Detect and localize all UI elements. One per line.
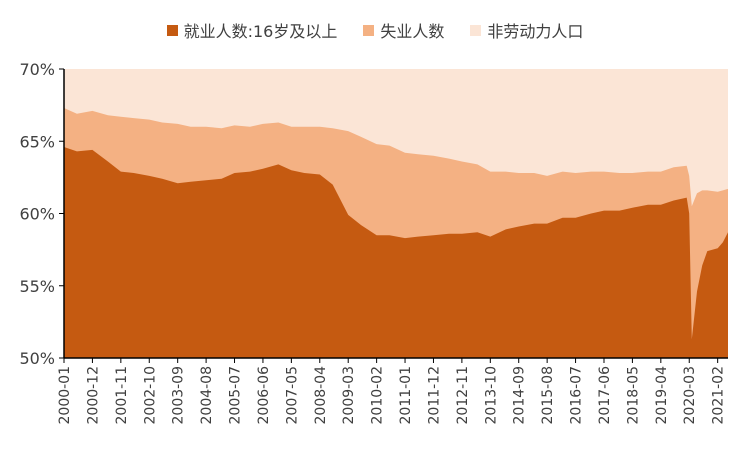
x-tick-label: 2003-09	[171, 366, 187, 425]
legend-swatch-unemployed	[363, 24, 375, 36]
x-tick-label: 2013-10	[483, 366, 499, 425]
x-tick-label: 2005-07	[228, 366, 244, 425]
x-tick-label: 2020-03	[682, 366, 698, 425]
y-tick-label: 60%	[19, 205, 55, 224]
x-tick-label: 2002-10	[142, 366, 158, 425]
x-tick-label: 2019-04	[654, 366, 670, 425]
x-tick-label: 2006-06	[256, 366, 272, 425]
legend-swatch-employed	[166, 24, 178, 36]
y-tick-label: 50%	[19, 349, 55, 368]
y-tick-label: 55%	[19, 277, 55, 296]
x-tick-label: 2008-04	[313, 366, 329, 425]
legend-swatch-not-in-labor-force	[470, 24, 482, 36]
x-tick-label: 2018-05	[625, 366, 641, 425]
legend-label-employed: 就业人数:16岁及以上	[183, 22, 338, 41]
x-tick-label: 2007-05	[284, 366, 300, 425]
legend-item-not-in-labor-force: 非劳动力人口	[470, 18, 583, 42]
y-tick-label: 70%	[19, 60, 55, 79]
x-tick-label: 2001-11	[114, 366, 130, 425]
x-tick-label: 2004-08	[199, 366, 215, 425]
x-tick-label: 2015-08	[540, 366, 556, 425]
area-employed	[64, 147, 728, 358]
x-tick-label: 2011-12	[427, 366, 443, 425]
x-tick-label: 2014-09	[512, 366, 528, 425]
legend-label-unemployed: 失业人数	[380, 22, 445, 41]
x-tick-label: 2000-12	[85, 366, 101, 425]
x-tick-label: 2010-02	[370, 366, 386, 425]
legend: 就业人数:16岁及以上 失业人数 非劳动力人口	[0, 18, 750, 42]
x-tick-label: 2012-11	[455, 366, 471, 425]
legend-item-employed: 就业人数:16岁及以上	[166, 18, 338, 42]
y-tick-label: 65%	[19, 132, 55, 151]
x-tick-label: 2009-03	[341, 366, 357, 425]
legend-item-unemployed: 失业人数	[363, 18, 444, 42]
x-tick-label: 2000-01	[57, 366, 73, 425]
x-tick-label: 2016-07	[569, 366, 585, 425]
x-tick-label: 2011-01	[398, 366, 414, 425]
x-tick-label: 2021-02	[711, 366, 727, 425]
x-tick-label: 2017-06	[597, 366, 613, 425]
legend-label-not-in-labor-force: 非劳动力人口	[487, 22, 584, 41]
